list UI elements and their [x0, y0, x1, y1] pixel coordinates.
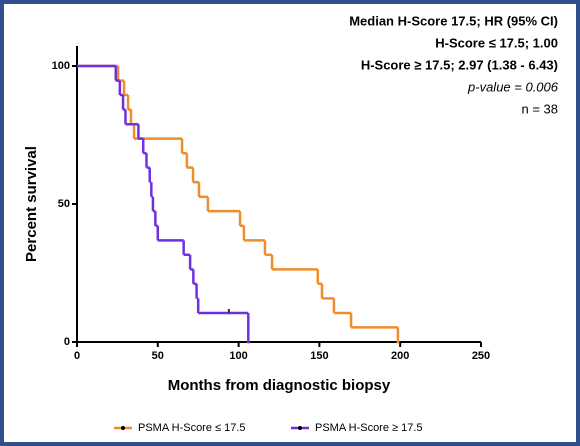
x-tick-label: 100	[229, 350, 247, 362]
x-tick-label: 50	[152, 350, 164, 362]
x-tick-label: 250	[472, 350, 490, 362]
step-end	[246, 340, 250, 344]
legend-dot	[298, 426, 302, 430]
annotation: n = 38	[521, 101, 558, 116]
annotation: H-Score ≤ 17.5; 1.00	[435, 35, 558, 50]
step-end	[396, 340, 400, 344]
legend-label: PSMA H-Score ≤ 17.5	[138, 422, 246, 434]
annotation: p-value = 0.006	[467, 79, 559, 94]
x-tick-label: 150	[310, 350, 328, 362]
chart: Months from diagnostic biopsy Percent su…	[23, 13, 559, 434]
legend-dot	[121, 426, 125, 430]
x-axis-label: Months from diagnostic biopsy	[168, 377, 391, 394]
x-tick-label: 200	[391, 350, 409, 362]
legend-label: PSMA H-Score ≥ 17.5	[315, 422, 423, 434]
x-tick-label: 0	[74, 350, 80, 362]
y-tick-label: 50	[58, 198, 70, 210]
annotation: H-Score ≥ 17.5; 2.97 (1.38 - 6.43)	[361, 57, 558, 72]
annotation: Median H-Score 17.5; HR (95% CI)	[349, 13, 558, 28]
y-tick-label: 100	[52, 60, 70, 72]
y-tick-label: 0	[64, 336, 70, 348]
y-axis-label: Percent survival	[23, 146, 40, 262]
